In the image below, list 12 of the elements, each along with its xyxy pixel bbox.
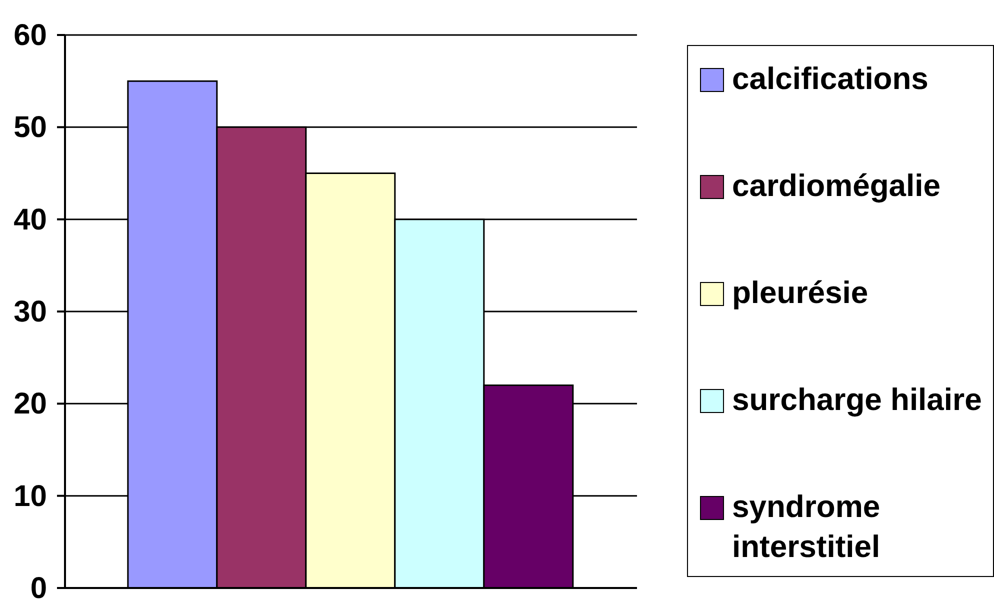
legend-label: pleurésie bbox=[732, 274, 870, 312]
y-tick-label: 20 bbox=[14, 388, 47, 421]
y-tick-label: 10 bbox=[14, 480, 47, 513]
y-tick-label: 0 bbox=[30, 572, 47, 601]
legend-label: calcifications bbox=[732, 60, 930, 98]
y-tick-label: 60 bbox=[14, 19, 47, 52]
y-tick-label: 30 bbox=[14, 296, 47, 328]
legend-label: cardiomégalie bbox=[732, 166, 942, 205]
legend-label: syndrome interstitiel bbox=[732, 488, 882, 566]
y-tick-label: 50 bbox=[14, 111, 47, 144]
y-tick-label: 40 bbox=[14, 203, 47, 236]
legend-label: surcharge hilaire bbox=[732, 380, 983, 419]
